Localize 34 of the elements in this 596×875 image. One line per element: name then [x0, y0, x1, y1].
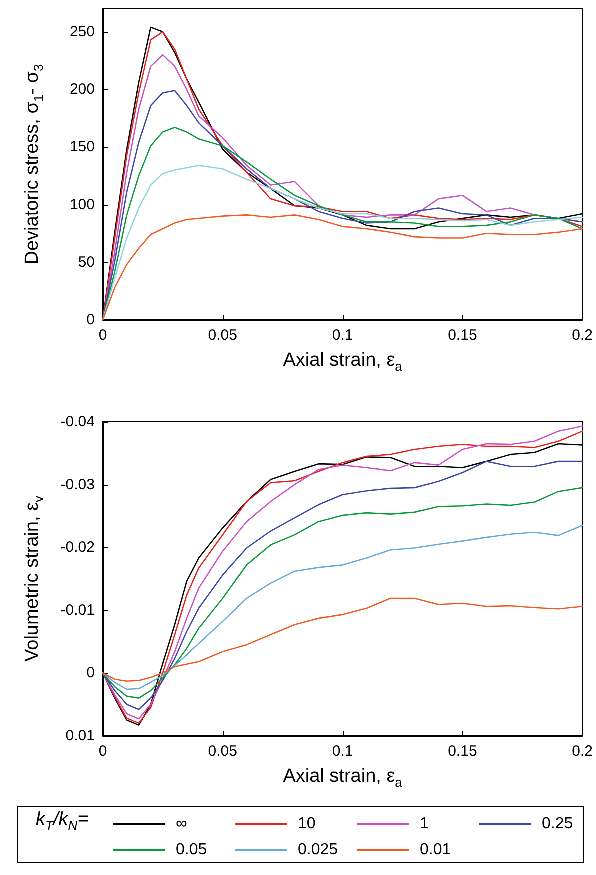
- legend-label: 0.05: [176, 842, 208, 858]
- y-axis-title: Volumetric strain, εv: [22, 496, 46, 662]
- x-tick-label: 0.05: [208, 327, 238, 344]
- x-tick-label: 0.05: [208, 743, 238, 760]
- legend-label: 0.01: [420, 842, 452, 858]
- x-tick-label: 0.1: [332, 743, 354, 760]
- line-series: [102, 598, 584, 682]
- y-axis-title: Deviatoric stress, σ1- σ3: [22, 64, 46, 265]
- line-series: [102, 524, 584, 690]
- y-tick-label: -0.03: [60, 476, 95, 494]
- x-tick-label: 0.15: [448, 743, 478, 760]
- y-tick-label: 0.01: [66, 728, 95, 744]
- x-tick-label: 0: [98, 327, 108, 344]
- legend-label: 0.025: [298, 842, 338, 858]
- legend-label: 0.25: [542, 816, 574, 832]
- y-tick-label: 150: [70, 138, 95, 156]
- y-tick-label: 100: [70, 196, 95, 214]
- y-tick-label: 50: [78, 254, 95, 271]
- y-tick-label: 0: [86, 312, 95, 328]
- legend-label: 1: [420, 816, 429, 832]
- legend-label: 10: [298, 816, 316, 832]
- y-tick-label: 250: [70, 24, 95, 41]
- x-tick-label: 0: [98, 743, 108, 760]
- x-tick-label: 0.2: [572, 327, 594, 344]
- y-tick-label: -0.04: [60, 414, 95, 430]
- x-tick-label: 0.1: [332, 327, 354, 344]
- x-tick-label: 0.15: [448, 327, 478, 344]
- y-tick-label: 200: [70, 81, 95, 98]
- legend-label: ∞: [176, 816, 188, 832]
- x-tick-label: 0.2: [572, 743, 594, 760]
- y-tick-label: 0: [86, 664, 95, 682]
- line-series: [102, 487, 584, 699]
- y-tick-label: -0.01: [60, 602, 95, 619]
- y-tick-label: -0.02: [60, 539, 95, 556]
